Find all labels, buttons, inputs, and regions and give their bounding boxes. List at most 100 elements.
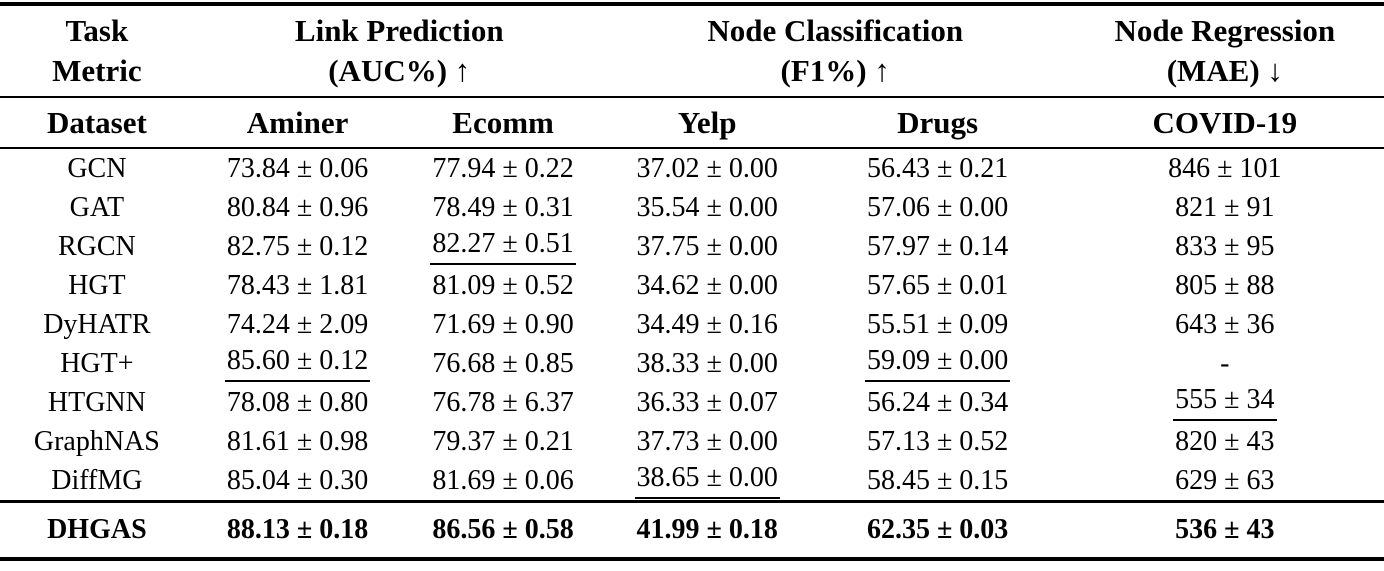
col-header-aminer: Aminer xyxy=(193,97,402,149)
metric-value: 81.61 ± 0.98 xyxy=(226,425,369,457)
cell-value: 85.04 ± 0.30 xyxy=(194,461,402,502)
cell-value: 34.49 ± 0.16 xyxy=(605,305,810,344)
cell-value: 77.94 ± 0.22 xyxy=(401,148,604,188)
metric-value: 629 ± 63 xyxy=(1175,464,1275,496)
method-name: DiffMG xyxy=(51,464,143,496)
header-group-link-prediction: Link Prediction (AUC%) ↑ xyxy=(193,4,605,98)
metric-value: 79.37 ± 0.21 xyxy=(432,425,574,457)
group-title: Link Prediction xyxy=(294,12,504,48)
cell-value: 81.61 ± 0.98 xyxy=(194,422,402,461)
baseline-rows: GCN 73.84 ± 0.06 77.94 ± 0.22 37.02 ± 0.… xyxy=(0,148,1384,502)
metric-value: 57.06 ± 0.00 xyxy=(866,191,1009,223)
cell-value: 643 ± 36 xyxy=(1066,305,1384,344)
cell-value: 78.08 ± 0.80 xyxy=(194,383,402,422)
metric-value: 73.84 ± 0.06 xyxy=(226,152,369,184)
cell-value: 56.43 ± 0.21 xyxy=(810,148,1066,188)
cell-value: 76.68 ± 0.85 xyxy=(401,344,604,383)
cell-value: 74.24 ± 2.09 xyxy=(194,305,402,344)
col-header-ecomm: Ecomm xyxy=(401,97,605,149)
metric-value: 41.99 ± 0.18 xyxy=(636,514,778,545)
method-name: RGCN xyxy=(57,230,136,262)
table-row-dyhatr: DyHATR 74.24 ± 2.09 71.69 ± 0.90 34.49 ±… xyxy=(0,305,1384,344)
metric-value: 38.65 ± 0.00 xyxy=(634,462,780,499)
cell-value: 73.84 ± 0.06 xyxy=(194,148,402,188)
metric-value: 78.49 ± 0.31 xyxy=(432,191,574,223)
method-name: GraphNAS xyxy=(33,425,160,457)
metric-value: 82.27 ± 0.51 xyxy=(430,228,576,265)
metric-value: 81.69 ± 0.06 xyxy=(432,464,574,496)
header-group-node-classification: Node Classification (F1%) ↑ xyxy=(604,4,1066,98)
metric-value: 38.33 ± 0.00 xyxy=(636,347,778,379)
cell-value: 56.24 ± 0.34 xyxy=(810,383,1066,422)
cell-value: 34.62 ± 0.00 xyxy=(605,266,810,305)
header-task-label: Task xyxy=(65,12,129,48)
metric-value: 846 ± 101 xyxy=(1168,152,1282,184)
method-name: GAT xyxy=(69,191,125,223)
metric-value: 805 ± 88 xyxy=(1175,269,1275,301)
method-name: HGT xyxy=(68,269,126,301)
cell-value: 37.75 ± 0.00 xyxy=(605,227,810,266)
cell-value: 86.56 ± 0.58 xyxy=(401,500,605,559)
cell-value: 82.27 ± 0.51 xyxy=(401,227,604,266)
cell-value: 629 ± 63 xyxy=(1066,461,1384,502)
group-metric-with-down-arrow-icon: (MAE) ↓ xyxy=(1166,53,1283,88)
group-title: Node Regression xyxy=(1114,12,1336,48)
metric-value: 78.08 ± 0.80 xyxy=(226,386,369,418)
table-row-hgtplus: HGT+ 85.60 ± 0.12 76.68 ± 0.85 38.33 ± 0… xyxy=(0,344,1384,383)
cell-value: - xyxy=(1066,344,1384,383)
cell-value: 81.09 ± 0.52 xyxy=(401,266,604,305)
method-name: DHGAS xyxy=(0,500,194,559)
metric-value: 34.49 ± 0.16 xyxy=(636,308,778,340)
cell-value: 536 ± 43 xyxy=(1065,500,1384,559)
metric-value: 37.02 ± 0.00 xyxy=(636,152,778,184)
group-metric-with-up-arrow-icon: (F1%) ↑ xyxy=(780,53,890,88)
table-row-gat: GAT 80.84 ± 0.96 78.49 ± 0.31 35.54 ± 0.… xyxy=(0,188,1384,227)
metric-value: 36.33 ± 0.07 xyxy=(636,386,778,418)
method-name: GCN xyxy=(67,152,127,184)
metric-value: 57.13 ± 0.52 xyxy=(866,425,1009,457)
metric-value: 56.24 ± 0.34 xyxy=(866,386,1009,418)
metric-value: 55.51 ± 0.09 xyxy=(866,308,1009,340)
cell-value: 58.45 ± 0.15 xyxy=(810,461,1066,502)
cell-value: 833 ± 95 xyxy=(1066,227,1384,266)
metric-value: - xyxy=(1220,347,1230,379)
task-metric-header-row: Task Metric Link Prediction (AUC%) ↑ Nod… xyxy=(0,4,1384,98)
metric-value: 88.13 ± 0.18 xyxy=(226,514,369,545)
method-name: DyHATR xyxy=(43,308,151,340)
method-name: HTGNN xyxy=(47,386,146,418)
metric-value: 833 ± 95 xyxy=(1175,230,1275,262)
table-row-htgnn: HTGNN 78.08 ± 0.80 76.78 ± 6.37 36.33 ± … xyxy=(0,383,1384,422)
cell-value: 846 ± 101 xyxy=(1066,148,1384,188)
cell-value: 38.65 ± 0.00 xyxy=(605,461,810,502)
group-title: Node Classification xyxy=(707,12,964,48)
metric-value: 71.69 ± 0.90 xyxy=(432,308,574,340)
cell-value: 36.33 ± 0.07 xyxy=(605,383,810,422)
metric-value: 57.97 ± 0.14 xyxy=(866,230,1009,262)
metric-value: 820 ± 43 xyxy=(1175,425,1275,457)
col-header-yelp: Yelp xyxy=(604,97,810,149)
metric-value: 85.04 ± 0.30 xyxy=(226,464,369,496)
metric-value: 76.78 ± 6.37 xyxy=(432,386,574,418)
cell-value: 35.54 ± 0.00 xyxy=(605,188,810,227)
metric-value: 74.24 ± 2.09 xyxy=(226,308,369,340)
col-header-covid19: COVID-19 xyxy=(1065,97,1384,149)
metric-value: 57.65 ± 0.01 xyxy=(866,269,1009,301)
cell-value: 821 ± 91 xyxy=(1066,188,1384,227)
metric-value: 82.75 ± 0.12 xyxy=(226,230,369,262)
metric-value: 35.54 ± 0.00 xyxy=(636,191,778,223)
metric-value: 643 ± 36 xyxy=(1175,308,1275,340)
cell-value: 88.13 ± 0.18 xyxy=(193,500,402,559)
cell-value: 37.02 ± 0.00 xyxy=(605,148,810,188)
metric-value: 62.35 ± 0.03 xyxy=(866,514,1009,545)
dataset-header-row: Dataset Aminer Ecomm Yelp Drugs COVID-19 xyxy=(0,97,1384,149)
cell-value: 805 ± 88 xyxy=(1066,266,1384,305)
metric-value: 56.43 ± 0.21 xyxy=(866,152,1009,184)
cell-value: 71.69 ± 0.90 xyxy=(401,305,604,344)
header-dataset: Dataset xyxy=(0,97,194,149)
cell-value: 76.78 ± 6.37 xyxy=(401,383,604,422)
table-row-dhgas: DHGAS 88.13 ± 0.18 86.56 ± 0.58 41.99 ± … xyxy=(0,500,1384,559)
cell-value: 55.51 ± 0.09 xyxy=(810,305,1066,344)
metric-value: 59.09 ± 0.00 xyxy=(864,345,1011,382)
metric-value: 86.56 ± 0.58 xyxy=(432,514,574,545)
